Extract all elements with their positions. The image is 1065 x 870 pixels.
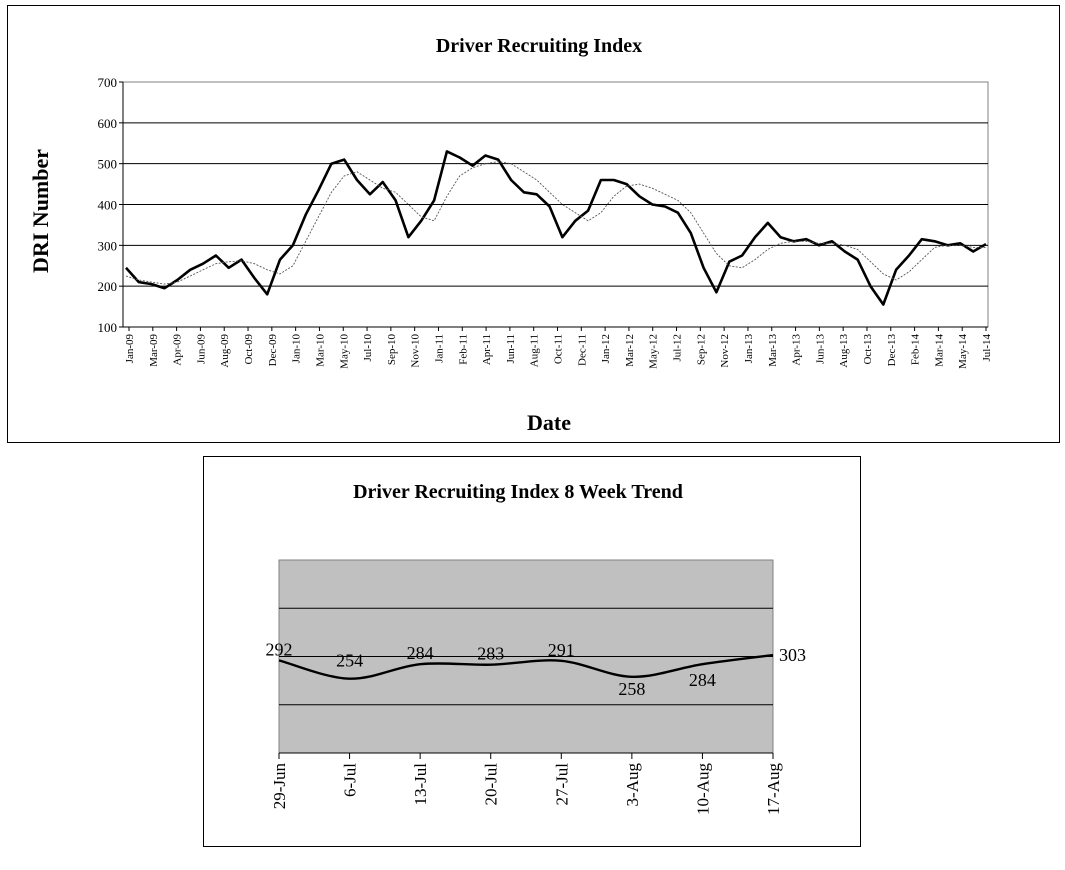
x-tick-label: Aug-11 xyxy=(529,334,541,367)
y-axis-title: DRI Number xyxy=(28,149,53,273)
series-lines xyxy=(125,150,987,306)
trend-x-tick-label: 6-Jul xyxy=(341,763,360,797)
x-tick-label: Feb-14 xyxy=(910,334,922,366)
trend-plot-area xyxy=(278,559,774,759)
trend-x-tick-label: 29-Jun xyxy=(270,763,289,810)
x-tick-label: Mar-14 xyxy=(933,334,945,367)
dri-trend-chart: Driver Recruiting Index 8 Week Trend 29-… xyxy=(266,481,807,815)
trend-x-tick-label: 20-Jul xyxy=(482,763,501,806)
trend-x-tick-label: 13-Jul xyxy=(411,763,430,806)
trend-x-tick-label: 17-Aug xyxy=(764,763,783,815)
dri-series-line xyxy=(125,150,987,306)
x-tick-label: Sep-10 xyxy=(386,334,398,366)
x-tick-label: Jul-12 xyxy=(672,334,684,362)
x-tick-label: Apr-11 xyxy=(481,334,493,365)
y-tick-label: 500 xyxy=(98,157,118,172)
x-tick-label: Mar-10 xyxy=(314,334,326,367)
x-tick-label: Sep-12 xyxy=(695,334,707,365)
x-tick-label: Aug-13 xyxy=(838,334,850,368)
x-tick-label: Oct-09 xyxy=(243,334,255,365)
trend-data-labels: 292 254 284 283 291 258 284 303 xyxy=(266,639,807,698)
y-tick-label: 100 xyxy=(98,320,118,335)
y-tick-labels: 100 200 300 400 500 600 700 xyxy=(98,75,118,335)
x-tick-label: Jun-13 xyxy=(814,334,826,364)
trend-data-label: 292 xyxy=(266,639,293,659)
x-axis-title: Date xyxy=(527,410,571,435)
x-tick-label: Jul-10 xyxy=(362,334,374,362)
x-tick-label: Nov-12 xyxy=(719,334,731,368)
moving-average-line xyxy=(125,161,986,285)
x-tick-label: Mar-12 xyxy=(624,334,636,367)
x-tick-label: Feb-11 xyxy=(457,334,469,365)
x-tick-label: Aug-09 xyxy=(219,334,231,368)
x-tick-label: Jan-13 xyxy=(743,334,755,364)
x-tick-label: Jul-14 xyxy=(981,334,993,362)
x-tick-label: Mar-13 xyxy=(767,334,779,367)
x-tick-label: Mar-09 xyxy=(148,334,160,367)
trend-data-label: 258 xyxy=(618,679,645,699)
dri-chart-panel: Driver Recruiting Index DRI Number Date … xyxy=(7,5,1060,443)
y-tick-label: 600 xyxy=(98,116,118,131)
trend-data-label: 283 xyxy=(477,644,504,664)
y-tick-label: 700 xyxy=(98,75,118,90)
trend-data-label: 284 xyxy=(407,643,434,663)
x-tick-label: Oct-13 xyxy=(862,334,874,365)
trend-x-tick-label: 3-Aug xyxy=(623,763,642,807)
x-tick-label: Dec-11 xyxy=(576,334,588,366)
y-tick-label: 200 xyxy=(98,279,118,294)
trend-x-tick-label: 10-Aug xyxy=(693,763,712,815)
dri-trend-panel: Driver Recruiting Index 8 Week Trend 29-… xyxy=(203,456,861,847)
trend-x-tick-label: 27-Jul xyxy=(552,763,571,806)
trend-data-label: 303 xyxy=(779,645,806,665)
x-tick-label: Jun-09 xyxy=(195,334,207,364)
y-tick-label: 400 xyxy=(98,198,118,213)
x-tick-label: Oct-11 xyxy=(553,334,565,364)
trend-x-tick-labels: 29-Jun 6-Jul 13-Jul 20-Jul 27-Jul 3-Aug 10-Aug… xyxy=(270,763,783,815)
trend-data-label: 291 xyxy=(548,640,575,660)
x-tick-label: May-14 xyxy=(957,334,969,369)
x-tick-label: Jan-10 xyxy=(291,334,303,364)
y-tick-label: 300 xyxy=(98,238,118,253)
trend-chart-title: Driver Recruiting Index 8 Week Trend xyxy=(353,481,683,503)
gridlines xyxy=(119,81,989,331)
dri-line-chart: Driver Recruiting Index DRI Number Date … xyxy=(28,35,993,435)
x-tick-label: Jan-11 xyxy=(433,334,445,363)
x-tick-label: Dec-13 xyxy=(886,334,898,367)
x-tick-label: May-10 xyxy=(338,334,350,369)
chart-title: Driver Recruiting Index xyxy=(436,35,642,57)
x-tick-label: Jan-12 xyxy=(600,334,612,363)
x-tick-label: Nov-10 xyxy=(410,334,422,368)
x-tick-label: May-12 xyxy=(648,334,660,369)
trend-data-label: 254 xyxy=(336,651,363,671)
x-tick-labels: Jan-09 Mar-09 Apr-09 Jun-09 Aug-09 Oct-09 Dec-… xyxy=(124,334,993,369)
trend-line xyxy=(278,653,774,680)
trend-data-label: 284 xyxy=(689,670,716,690)
x-tick-label: Apr-13 xyxy=(791,334,803,366)
x-tick-label: Jun-11 xyxy=(505,334,517,364)
x-tick-label: Apr-09 xyxy=(172,334,184,366)
x-tick-label: Dec-09 xyxy=(267,334,279,367)
x-tick-label: Jan-09 xyxy=(124,334,136,364)
